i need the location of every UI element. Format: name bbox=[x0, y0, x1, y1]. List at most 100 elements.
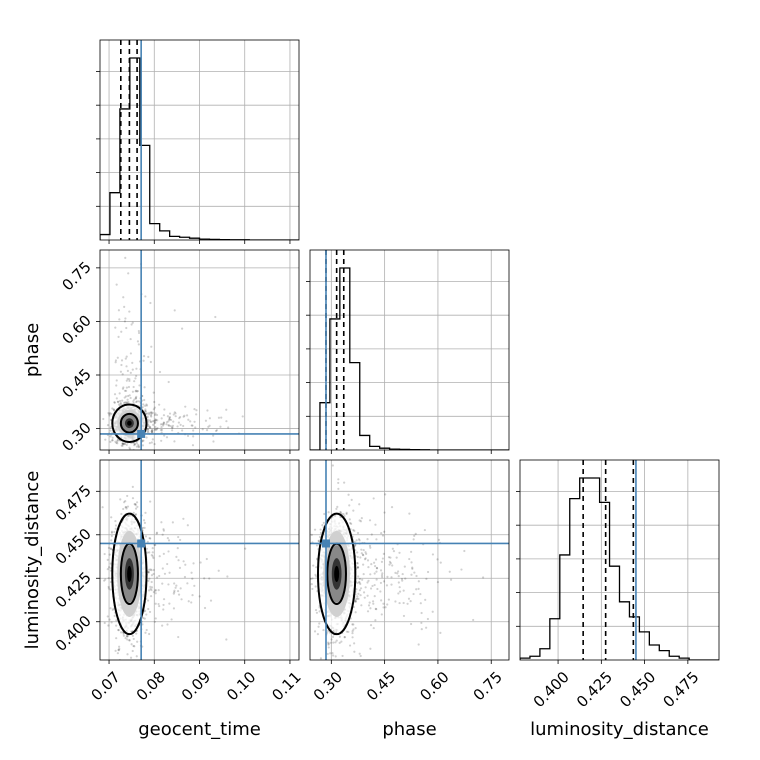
sample-point bbox=[154, 413, 157, 417]
sample-point bbox=[356, 581, 359, 585]
sample-point bbox=[158, 555, 161, 558]
sample-point bbox=[150, 554, 153, 557]
sample-point bbox=[198, 595, 201, 598]
sample-point bbox=[368, 519, 372, 522]
sample-point bbox=[122, 634, 125, 637]
density-level bbox=[334, 565, 340, 582]
sample-point bbox=[362, 591, 366, 594]
sample-point bbox=[417, 587, 420, 590]
sample-point bbox=[402, 601, 405, 605]
sample-point bbox=[120, 363, 123, 367]
sample-point bbox=[118, 318, 121, 321]
sample-point bbox=[383, 511, 386, 514]
sample-point bbox=[126, 635, 129, 638]
sample-point bbox=[124, 637, 127, 640]
sample-point bbox=[156, 426, 159, 430]
sample-point bbox=[115, 441, 118, 444]
sample-point bbox=[330, 638, 333, 641]
sample-point bbox=[397, 581, 400, 584]
sample-point bbox=[125, 443, 128, 446]
sample-point bbox=[152, 568, 155, 572]
sample-point bbox=[107, 577, 110, 580]
sample-point bbox=[160, 439, 163, 442]
sample-point bbox=[171, 521, 174, 524]
sample-point bbox=[174, 412, 177, 415]
sample-point bbox=[151, 429, 154, 432]
sample-point bbox=[357, 575, 360, 578]
sample-point bbox=[122, 507, 125, 511]
y-tick-label: 0.475 bbox=[52, 481, 95, 524]
sample-point bbox=[108, 414, 111, 417]
sample-point bbox=[241, 415, 244, 418]
sample-point bbox=[128, 639, 131, 642]
sample-point bbox=[154, 602, 157, 605]
sample-point bbox=[173, 440, 176, 443]
sample-point bbox=[113, 401, 116, 404]
sample-point bbox=[510, 580, 512, 582]
sample-point bbox=[356, 595, 359, 598]
sample-point bbox=[386, 603, 389, 606]
sample-point bbox=[134, 513, 138, 516]
sample-point bbox=[124, 256, 127, 259]
sample-point bbox=[129, 352, 132, 355]
sample-point bbox=[126, 369, 129, 373]
sample-point bbox=[125, 355, 128, 358]
sample-point bbox=[314, 573, 317, 577]
sample-point bbox=[172, 420, 175, 423]
sample-point bbox=[371, 600, 375, 603]
sample-point bbox=[310, 533, 313, 537]
sample-point bbox=[126, 514, 130, 518]
sample-point bbox=[160, 428, 164, 432]
sample-point bbox=[153, 406, 156, 409]
sample-point bbox=[356, 531, 360, 535]
sample-point bbox=[150, 412, 153, 415]
sample-point bbox=[423, 528, 426, 532]
histogram-phase bbox=[310, 267, 509, 450]
sample-point bbox=[117, 335, 120, 338]
sample-point bbox=[145, 403, 148, 406]
sample-point bbox=[355, 588, 358, 591]
sample-point bbox=[115, 624, 118, 627]
sample-point bbox=[413, 534, 416, 537]
sample-point bbox=[118, 645, 121, 648]
sample-point bbox=[169, 418, 173, 422]
sample-point bbox=[167, 550, 170, 553]
sample-point bbox=[395, 556, 398, 559]
sample-point bbox=[319, 531, 323, 534]
sample-point bbox=[187, 600, 190, 603]
sample-point bbox=[321, 523, 324, 527]
sample-point bbox=[110, 530, 114, 533]
sample-point bbox=[116, 652, 119, 655]
sample-point bbox=[397, 575, 400, 578]
sample-point bbox=[150, 586, 154, 589]
sample-point bbox=[117, 628, 120, 632]
sample-point bbox=[351, 623, 354, 626]
sample-point bbox=[137, 343, 140, 346]
sample-point bbox=[132, 511, 135, 514]
x-tick-label: 0.09 bbox=[178, 668, 214, 704]
sample-point bbox=[351, 629, 354, 633]
sample-point bbox=[220, 416, 223, 419]
sample-point bbox=[147, 413, 151, 416]
sample-point bbox=[149, 360, 152, 364]
sample-point bbox=[215, 429, 218, 432]
sample-point bbox=[121, 373, 124, 376]
sample-point bbox=[134, 502, 137, 506]
sample-point bbox=[207, 425, 210, 428]
sample-point bbox=[417, 580, 420, 583]
sample-point bbox=[126, 505, 130, 508]
sample-point bbox=[136, 505, 139, 508]
sample-point bbox=[146, 415, 149, 418]
sample-point bbox=[338, 635, 341, 638]
sample-point bbox=[171, 429, 174, 432]
sample-point bbox=[168, 418, 171, 421]
sample-point bbox=[190, 424, 193, 427]
sample-point bbox=[149, 500, 152, 503]
sample-point bbox=[115, 397, 118, 400]
sample-point bbox=[114, 527, 117, 530]
sample-point bbox=[152, 572, 155, 576]
sample-point bbox=[144, 631, 147, 634]
sample-point bbox=[379, 581, 383, 585]
sample-point bbox=[154, 419, 158, 422]
sample-point bbox=[183, 414, 186, 417]
